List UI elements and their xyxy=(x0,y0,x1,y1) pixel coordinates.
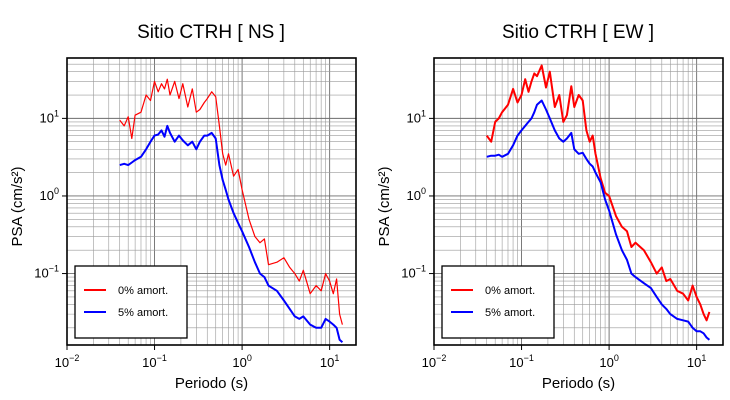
x-tick-exponent: 1 xyxy=(701,353,706,363)
y-tick-label: 10−1 xyxy=(34,264,59,281)
y-tick-base: 10 xyxy=(407,110,421,125)
x-tick-base: 10 xyxy=(232,355,246,370)
series-line-5pct-damping xyxy=(486,99,711,341)
plot-area xyxy=(485,64,711,341)
legend: 0% amort. 5% amort. xyxy=(74,265,188,339)
legend-label: 5% amort. xyxy=(118,307,168,319)
x-tick-label: 10−2 xyxy=(55,353,80,370)
legend-label: 0% amort. xyxy=(118,285,168,297)
chart-title: Sitio CTRH [ NS ] xyxy=(137,22,285,43)
grid xyxy=(67,58,356,345)
x-tick-base: 10 xyxy=(509,355,523,370)
x-tick-exponent: −2 xyxy=(69,353,79,363)
x-tick-label: 10−1 xyxy=(142,353,167,370)
series-line-0pct-damping xyxy=(119,78,343,325)
x-tick-exponent: −2 xyxy=(436,353,446,363)
x-tick-exponent: 1 xyxy=(334,353,339,363)
series-line-0pct-damping xyxy=(485,64,711,322)
y-axis-label: PSA (cm/s²) xyxy=(9,166,26,246)
x-tick-label: 101 xyxy=(687,353,706,370)
y-axis-label: PSA (cm/s²) xyxy=(376,166,393,246)
y-tick-exponent: 0 xyxy=(421,186,426,196)
legend-box xyxy=(74,265,188,339)
x-tick-base: 10 xyxy=(142,355,156,370)
y-tick-exponent: 1 xyxy=(54,108,59,118)
x-tick-base: 10 xyxy=(687,355,701,370)
plot-area xyxy=(119,78,344,344)
x-tick-label: 10−2 xyxy=(422,353,447,370)
x-tick-label: 100 xyxy=(599,353,618,370)
legend: 0% amort. 5% amort. xyxy=(441,265,555,339)
y-tick-label: 101 xyxy=(407,108,426,125)
x-axis-label: Periodo (s) xyxy=(175,375,248,392)
x-tick-exponent: −1 xyxy=(524,353,534,363)
x-tick-label: 101 xyxy=(320,353,339,370)
x-tick-base: 10 xyxy=(320,355,334,370)
x-tick-base: 10 xyxy=(55,355,69,370)
y-tick-label: 10−1 xyxy=(401,264,426,281)
y-tick-label: 100 xyxy=(40,186,59,203)
y-tick-exponent: 0 xyxy=(54,186,59,196)
y-tick-exponent: 1 xyxy=(421,108,426,118)
x-tick-base: 10 xyxy=(422,355,436,370)
chart-title: Sitio CTRH [ EW ] xyxy=(502,22,654,43)
series-line-5pct-damping xyxy=(119,124,344,344)
y-tick-label: 101 xyxy=(40,108,59,125)
x-tick-label: 100 xyxy=(232,353,251,370)
y-tick-exponent: −1 xyxy=(49,264,59,274)
y-tick-base: 10 xyxy=(34,266,48,281)
legend-label: 5% amort. xyxy=(485,307,535,319)
x-tick-label: 10−1 xyxy=(509,353,534,370)
x-axis-label: Periodo (s) xyxy=(542,375,615,392)
y-tick-exponent: −1 xyxy=(416,264,426,274)
y-tick-base: 10 xyxy=(40,110,54,125)
y-tick-label: 100 xyxy=(407,186,426,203)
x-tick-exponent: 0 xyxy=(247,353,252,363)
x-tick-base: 10 xyxy=(599,355,613,370)
x-tick-exponent: −1 xyxy=(157,353,167,363)
y-tick-base: 10 xyxy=(407,188,421,203)
legend-label: 0% amort. xyxy=(485,285,535,297)
axes-frame xyxy=(433,57,724,346)
x-tick-exponent: 0 xyxy=(614,353,619,363)
axes-frame xyxy=(66,57,357,346)
y-tick-base: 10 xyxy=(40,188,54,203)
legend-box xyxy=(441,265,555,339)
y-tick-base: 10 xyxy=(401,266,415,281)
